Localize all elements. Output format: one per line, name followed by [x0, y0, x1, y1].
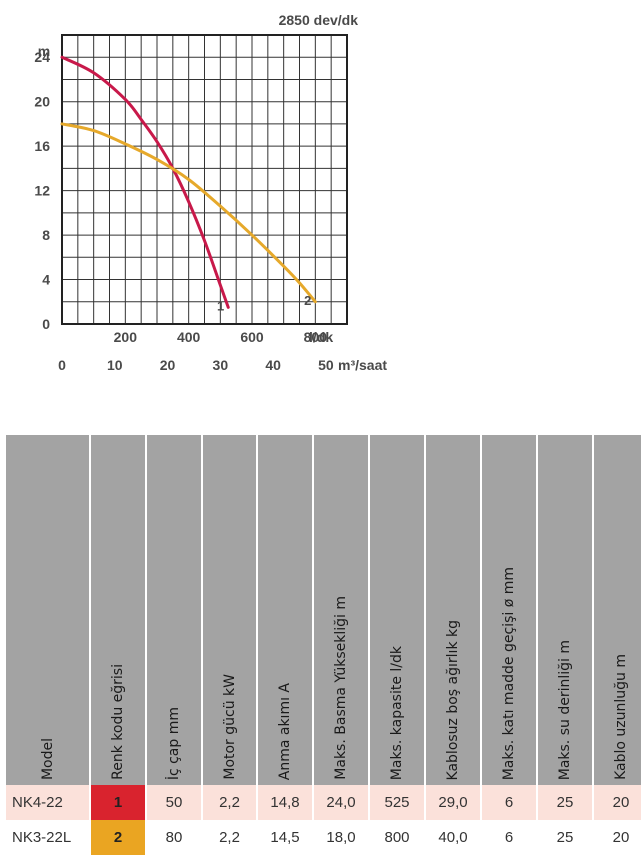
header-weight: Kablosuz boş ağırlık kg [425, 435, 482, 785]
header-cable-length: Kablo uzunluğu m [593, 435, 641, 785]
x-tick-label-secondary: 0 [58, 357, 66, 373]
series-label-2: 2 [304, 293, 311, 308]
cell-model: NK3-22L [6, 820, 91, 855]
y-tick-label: 12 [34, 183, 50, 199]
y-tick-label: 8 [42, 227, 50, 243]
pump-curve-chart: 2850 dev/dk m l/dk m³/saat 0481216202420… [34, 12, 387, 373]
cell-inner-diameter: 80 [146, 820, 203, 855]
cell-weight: 40,0 [425, 820, 482, 855]
table-row: NK3-22L 2 80 2,2 14,5 18,0 800 40,0 6 25… [6, 820, 641, 855]
cell-solids: 6 [481, 785, 538, 820]
cell-max-head: 24,0 [313, 785, 370, 820]
cell-max-capacity: 525 [369, 785, 426, 820]
x-tick-label-secondary: 40 [265, 357, 281, 373]
header-motor-power: Motor gücü kW [202, 435, 258, 785]
cell-water-depth: 25 [537, 785, 594, 820]
header-label: Maks. su derinliği m [557, 639, 573, 780]
grid [61, 34, 348, 325]
chart-title: 2850 dev/dk [279, 12, 359, 28]
table-row: NK4-22 1 50 2,2 14,8 24,0 525 29,0 6 25 … [6, 785, 641, 820]
header-max-head: Maks. Basma Yüksekliği m [313, 435, 370, 785]
cell-water-depth: 25 [537, 820, 594, 855]
cell-solids: 6 [481, 820, 538, 855]
cell-rated-current: 14,5 [257, 820, 314, 855]
header-model: Model [6, 435, 91, 785]
header-row: Model Renk kodu eğrisi İç çap mm Motor g… [6, 435, 641, 785]
cell-motor-power: 2,2 [202, 785, 258, 820]
y-tick-label: 4 [42, 272, 50, 288]
header-label: Maks. Basma Yüksekliği m [333, 596, 349, 780]
header-label: İç çap mm [166, 706, 182, 780]
cell-model: NK4-22 [6, 785, 91, 820]
x-tick-label-primary: 800 [304, 329, 328, 345]
header-rated-current: Anma akımı A [257, 435, 314, 785]
cell-cable-length: 20 [593, 785, 641, 820]
header-label: Kablo uzunluğu m [613, 654, 629, 780]
cell-max-head: 18,0 [313, 820, 370, 855]
header-label: Model [39, 737, 56, 780]
header-label: Maks. katı madde geçişi ø mm [501, 566, 517, 780]
cell-color-code: 1 [90, 785, 147, 820]
y-tick-label: 0 [42, 316, 50, 332]
y-axis-label: m [38, 43, 50, 59]
y-tick-label: 20 [34, 94, 50, 110]
y-tick-label: 24 [34, 49, 50, 65]
x-tick-label-secondary: 10 [107, 357, 123, 373]
cell-rated-current: 14,8 [257, 785, 314, 820]
header-max-capacity: Maks. kapasite l/dk [369, 435, 426, 785]
series-label-1: 1 [217, 298, 224, 313]
cell-cable-length: 20 [593, 820, 641, 855]
spec-table: Model Renk kodu eğrisi İç çap mm Motor g… [6, 435, 641, 855]
header-label: Motor gücü kW [221, 674, 238, 780]
x-axis-label-primary: l/dk [309, 329, 333, 345]
header-label: Maks. kapasite l/dk [389, 645, 405, 780]
x-tick-label-primary: 400 [177, 329, 201, 345]
header-label: Anma akımı A [277, 682, 293, 780]
header-inner-diameter: İç çap mm [146, 435, 203, 785]
x-axis-label-secondary: m³/saat [338, 357, 387, 373]
header-label: Kablosuz boş ağırlık kg [445, 619, 461, 780]
x-tick-label-secondary: 30 [213, 357, 229, 373]
cell-inner-diameter: 50 [146, 785, 203, 820]
header-color-code: Renk kodu eğrisi [90, 435, 147, 785]
cell-weight: 29,0 [425, 785, 482, 820]
x-tick-label-primary: 600 [240, 329, 264, 345]
x-tick-label-secondary: 20 [160, 357, 176, 373]
series-line-2 [60, 122, 317, 304]
cell-color-code: 2 [90, 820, 147, 855]
cell-max-capacity: 800 [369, 820, 426, 855]
header-label: Renk kodu eğrisi [110, 664, 126, 780]
header-water-depth: Maks. su derinliği m [537, 435, 594, 785]
cell-motor-power: 2,2 [202, 820, 258, 855]
y-tick-label: 16 [34, 138, 50, 154]
plot-frame [61, 34, 348, 325]
x-tick-label-primary: 200 [114, 329, 138, 345]
x-tick-label-secondary: 50 [318, 357, 334, 373]
series-line-1 [60, 55, 230, 309]
header-solids: Maks. katı madde geçişi ø mm [481, 435, 538, 785]
